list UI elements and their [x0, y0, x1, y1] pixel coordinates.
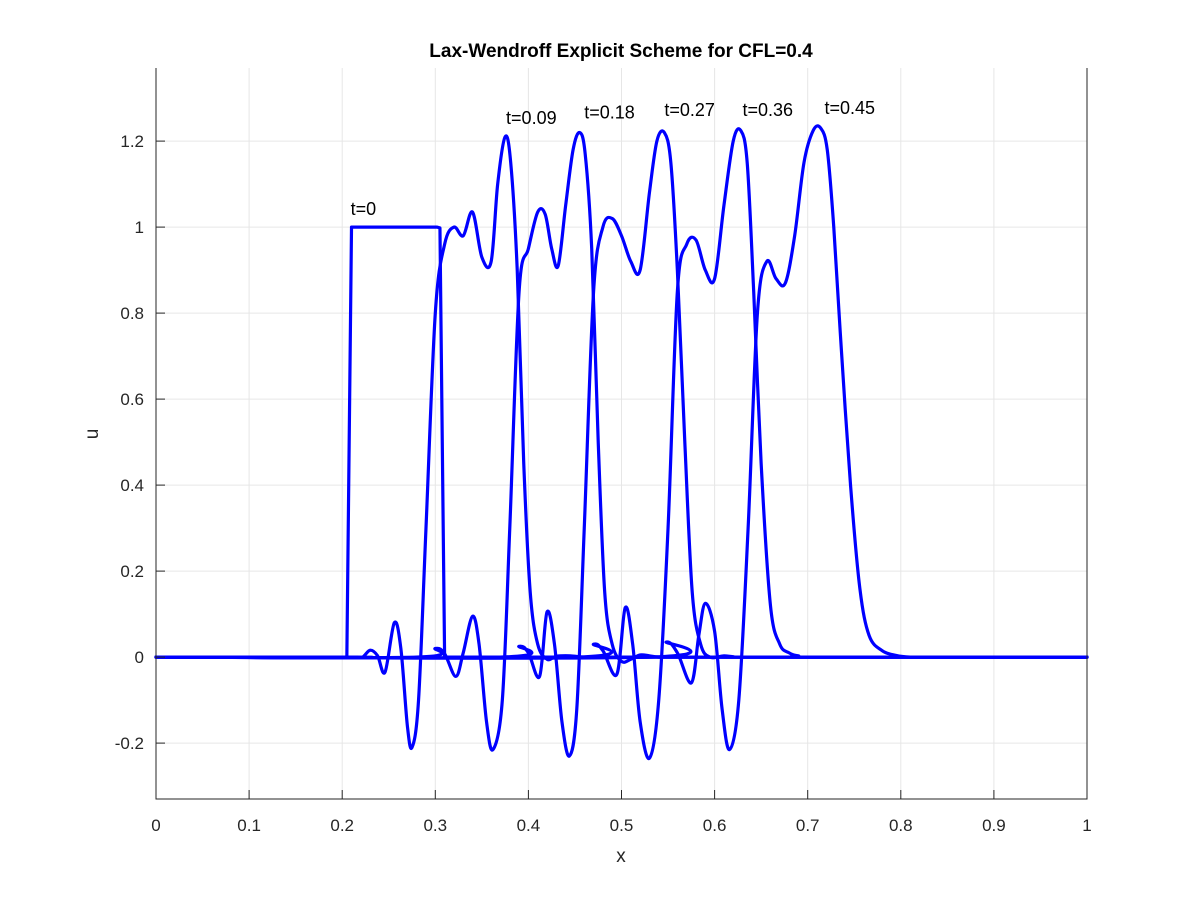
y-tick-label: 0.4	[120, 476, 144, 495]
series-line-4	[154, 127, 1089, 760]
x-tick-label: 1	[1082, 816, 1091, 835]
y-tick-label: 0	[135, 648, 144, 667]
x-tick-label: 0.8	[889, 816, 913, 835]
x-tick-label: 0.4	[517, 816, 541, 835]
time-annotation: t=0	[351, 199, 377, 219]
x-tick-label: 0.1	[237, 816, 261, 835]
time-annotation: t=0.09	[506, 108, 557, 128]
y-tick-label: 1	[135, 218, 144, 237]
x-tick-label: 0.7	[796, 816, 820, 835]
chart-title: Lax-Wendroff Explicit Scheme for CFL=0.4	[429, 41, 813, 62]
x-ticks: 0 0.1 0.2 0.3 0.4 0.5 0.6 0.7 0.8 0.9 1	[151, 790, 1092, 835]
time-annotation: t=0.18	[584, 102, 635, 122]
annotations: t=0 t=0.09 t=0.18 t=0.27 t=0.36 t=0.45	[351, 98, 875, 219]
grid	[155, 68, 1088, 799]
x-tick-label: 0.5	[610, 816, 634, 835]
y-tick-label: 0.6	[120, 390, 144, 409]
time-annotation: t=0.45	[824, 98, 875, 118]
series-group	[154, 124, 1089, 760]
x-tick-label: 0.9	[982, 816, 1006, 835]
y-axis-title: u	[82, 429, 103, 440]
time-annotation: t=0.27	[664, 100, 715, 120]
y-tick-label: 0.8	[120, 304, 144, 323]
y-tick-label: -0.2	[115, 734, 144, 753]
x-tick-label: 0.2	[330, 816, 354, 835]
x-tick-label: 0	[151, 816, 160, 835]
time-annotation: t=0.36	[743, 100, 794, 120]
x-axis-title: x	[616, 846, 626, 867]
y-tick-label: 1.2	[120, 132, 144, 151]
y-tick-label: 0.2	[120, 562, 144, 581]
series-line-5	[154, 124, 1089, 752]
x-tick-label: 0.3	[423, 816, 447, 835]
y-ticks: -0.2 0 0.2 0.4 0.6 0.8 1 1.2	[115, 132, 165, 753]
x-tick-label: 0.6	[703, 816, 727, 835]
series-line-3	[154, 129, 1089, 758]
series-line-2	[154, 130, 1089, 752]
